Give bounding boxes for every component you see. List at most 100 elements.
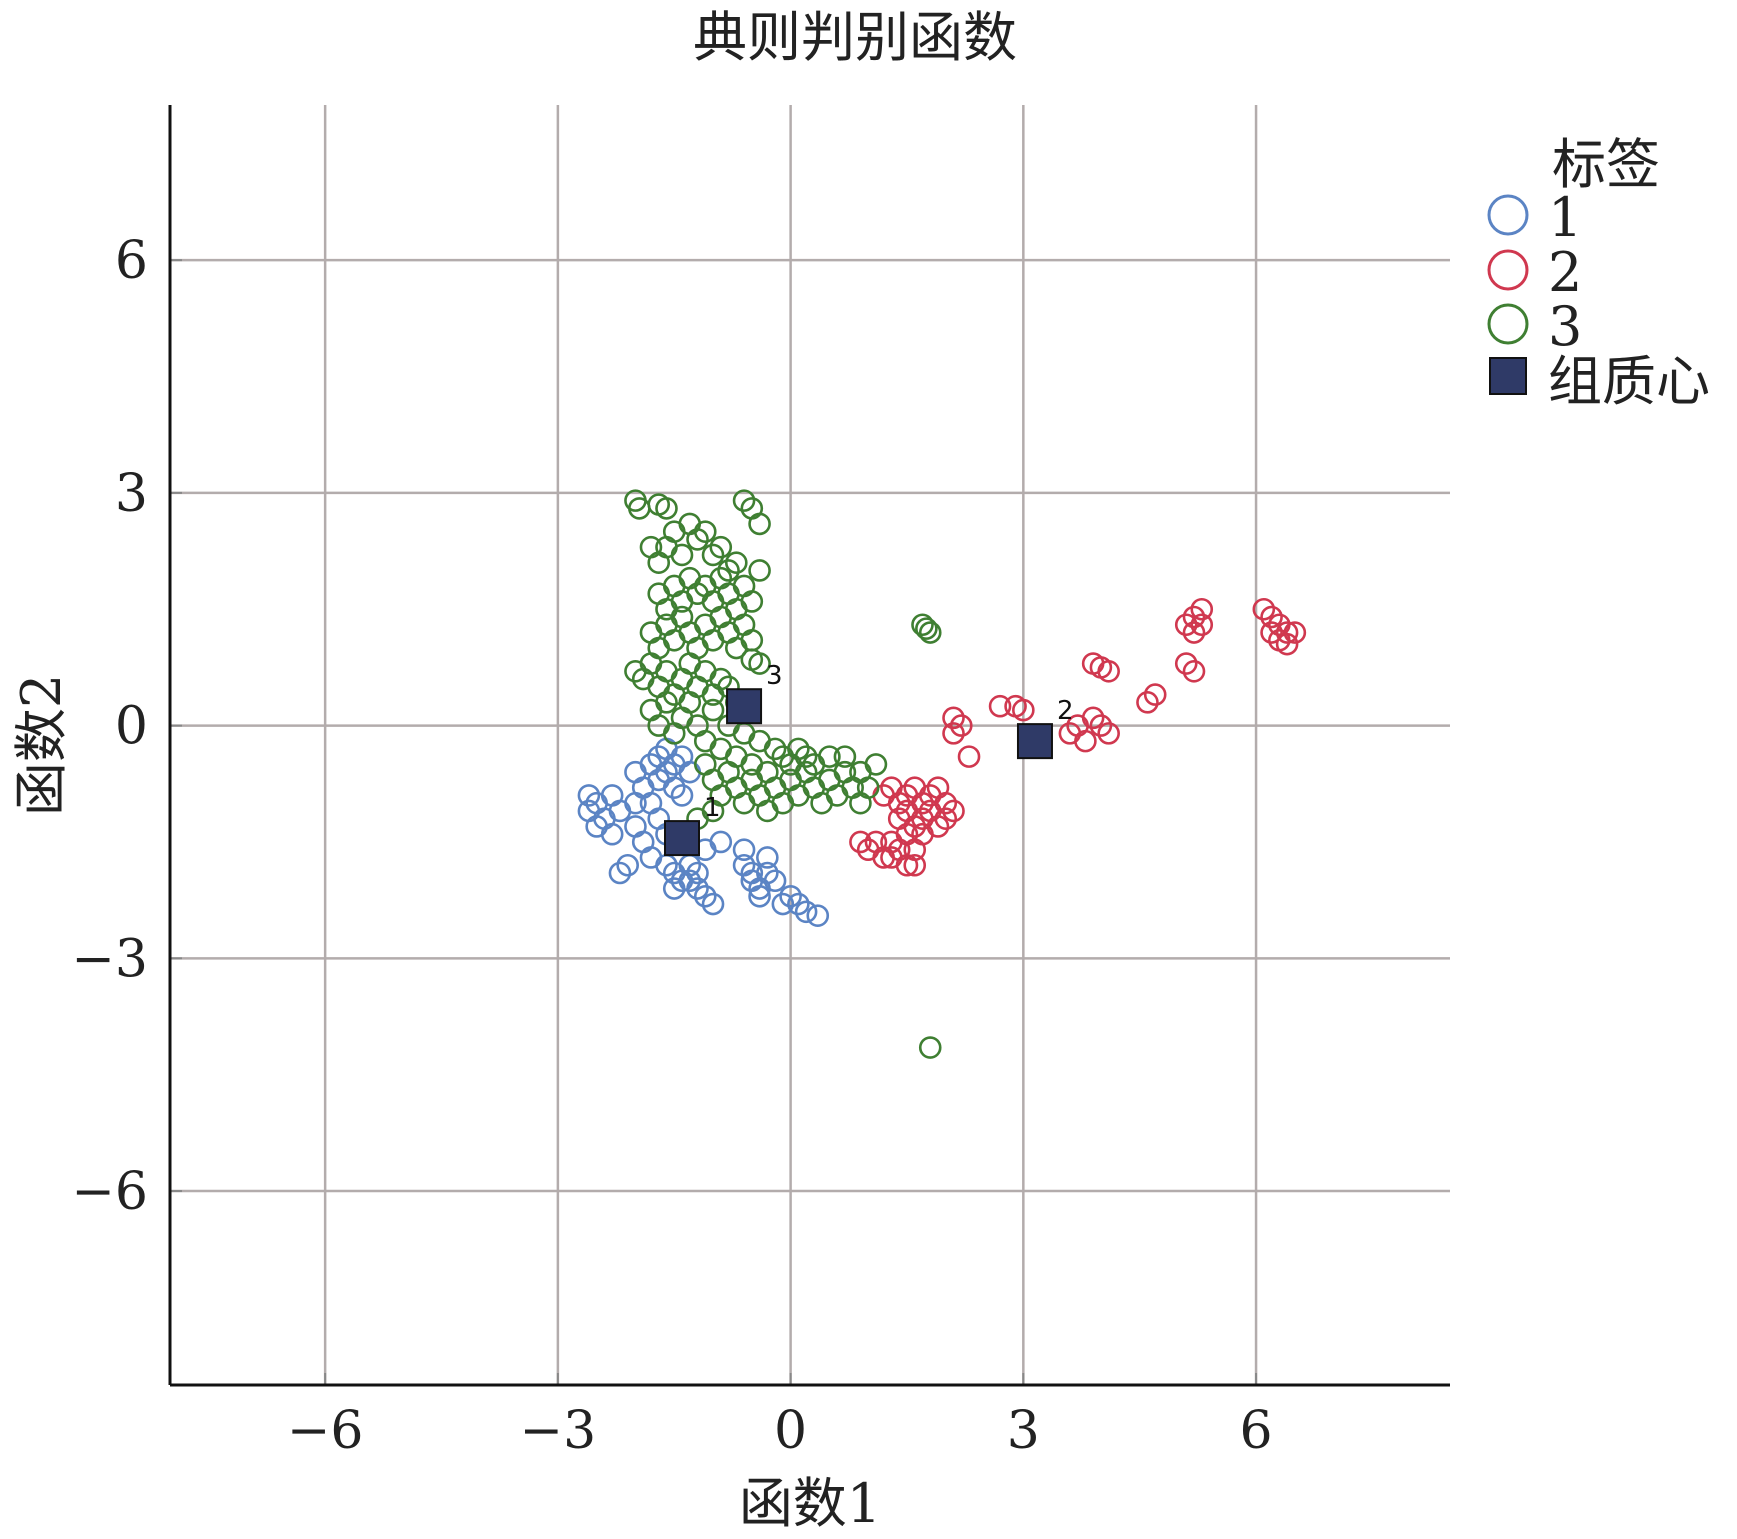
x-axis-title: 函数1 xyxy=(739,1472,881,1535)
point-series-3 xyxy=(717,582,740,606)
point-series-1 xyxy=(624,815,647,838)
point-series-3 xyxy=(678,512,702,536)
point-series-3 xyxy=(701,768,725,792)
point-series-2 xyxy=(988,694,1012,718)
legend-label-centroid: 组质心 xyxy=(1548,350,1710,413)
point-series-1 xyxy=(624,760,647,784)
point-series-2 xyxy=(1182,660,1206,683)
point-series-3 xyxy=(655,691,678,714)
point-series-3 xyxy=(655,660,678,683)
point-series-2 xyxy=(1174,613,1198,637)
point-series-3 xyxy=(686,675,709,699)
point-series-3 xyxy=(693,753,717,776)
point-series-3 xyxy=(856,776,880,799)
point-series-3 xyxy=(717,559,740,582)
point-series-1 xyxy=(639,846,663,869)
point-series-3 xyxy=(748,559,771,582)
point-series-3 xyxy=(709,737,733,761)
point-series-3 xyxy=(662,520,686,543)
point-series-3 xyxy=(717,621,740,644)
point-series-1 xyxy=(748,884,771,908)
point-series-3 xyxy=(732,574,756,598)
point-series-2 xyxy=(1081,706,1105,730)
centroid-marker-1 xyxy=(664,820,700,857)
point-series-3 xyxy=(693,660,717,683)
point-series-3 xyxy=(717,760,740,784)
point-series-3 xyxy=(802,776,826,799)
point-series-3 xyxy=(732,613,756,637)
point-series-1 xyxy=(693,884,717,908)
point-series-3 xyxy=(864,753,888,776)
point-series-2 xyxy=(1260,621,1283,644)
point-series-1 xyxy=(756,846,779,869)
legend-marker-centroid xyxy=(1489,357,1527,395)
point-series-3 xyxy=(678,652,702,675)
point-series-2 xyxy=(1012,698,1035,722)
point-series-3 xyxy=(748,652,771,675)
point-series-3 xyxy=(662,628,686,652)
point-series-3 xyxy=(662,574,686,598)
point-series-2 xyxy=(1190,597,1214,621)
point-series-1 xyxy=(794,900,818,924)
point-series-3 xyxy=(678,691,702,714)
point-series-3 xyxy=(701,799,725,823)
point-series-1 xyxy=(806,904,830,927)
point-series-1 xyxy=(600,822,624,846)
point-series-3 xyxy=(810,791,833,815)
point-series-3 xyxy=(655,613,678,637)
legend-label-3: 3 xyxy=(1548,295,1582,358)
point-series-1 xyxy=(670,784,694,807)
point-series-1 xyxy=(686,877,709,900)
point-series-1 xyxy=(577,784,601,807)
point-series-1 xyxy=(608,861,632,885)
point-series-3 xyxy=(825,784,849,807)
point-series-3 xyxy=(787,737,810,761)
y-tick-label: 3 xyxy=(115,464,148,524)
point-series-2 xyxy=(1260,605,1283,629)
x-tick-label: 0 xyxy=(774,1401,807,1461)
point-series-1 xyxy=(732,838,756,862)
series-2 xyxy=(849,597,1307,877)
point-series-1 xyxy=(756,861,779,885)
centroid-marker-2 xyxy=(1016,723,1053,760)
point-series-2 xyxy=(934,807,958,830)
point-series-3 xyxy=(911,613,934,637)
point-series-2 xyxy=(1182,605,1206,629)
point-series-3 xyxy=(647,675,671,699)
legend-title: 标签 xyxy=(1552,133,1660,196)
point-series-3 xyxy=(693,520,717,543)
point-series-3 xyxy=(740,628,764,652)
point-series-3 xyxy=(918,1036,942,1059)
point-series-1 xyxy=(608,799,632,823)
chart-title: 典则判别函数 xyxy=(693,6,1017,69)
point-series-3 xyxy=(732,489,756,512)
point-series-3 xyxy=(740,768,764,792)
x-tick-label: −3 xyxy=(520,1401,597,1461)
tick-labels: −6 −3 0 3 6 6 3 0 −3 −6 xyxy=(71,231,1272,1461)
y-axis-title: 函数2 xyxy=(10,674,73,816)
point-series-2 xyxy=(1089,714,1113,737)
point-series-2 xyxy=(1268,613,1291,637)
point-series-3 xyxy=(763,737,787,761)
legend-label-1: 1 xyxy=(1548,186,1582,249)
point-series-2 xyxy=(1182,621,1206,644)
point-series-2 xyxy=(942,706,965,730)
point-series-2 xyxy=(1275,621,1299,644)
point-series-2 xyxy=(1136,691,1159,714)
point-series-3 xyxy=(639,621,663,644)
point-series-1 xyxy=(639,791,663,815)
point-series-3 xyxy=(732,791,756,815)
point-series-3 xyxy=(763,776,787,799)
y-tick-label: 6 xyxy=(115,231,148,291)
point-series-3 xyxy=(918,621,942,644)
point-series-2 xyxy=(1252,597,1276,621)
point-series-1 xyxy=(662,776,686,799)
point-series-2 xyxy=(849,830,872,854)
point-series-3 xyxy=(794,745,818,768)
point-series-3 xyxy=(709,667,733,691)
point-series-1 xyxy=(631,776,655,799)
centroid-label-2: 2 xyxy=(1057,696,1074,726)
y-tick-label: −3 xyxy=(71,929,148,989)
point-series-1 xyxy=(600,784,624,807)
